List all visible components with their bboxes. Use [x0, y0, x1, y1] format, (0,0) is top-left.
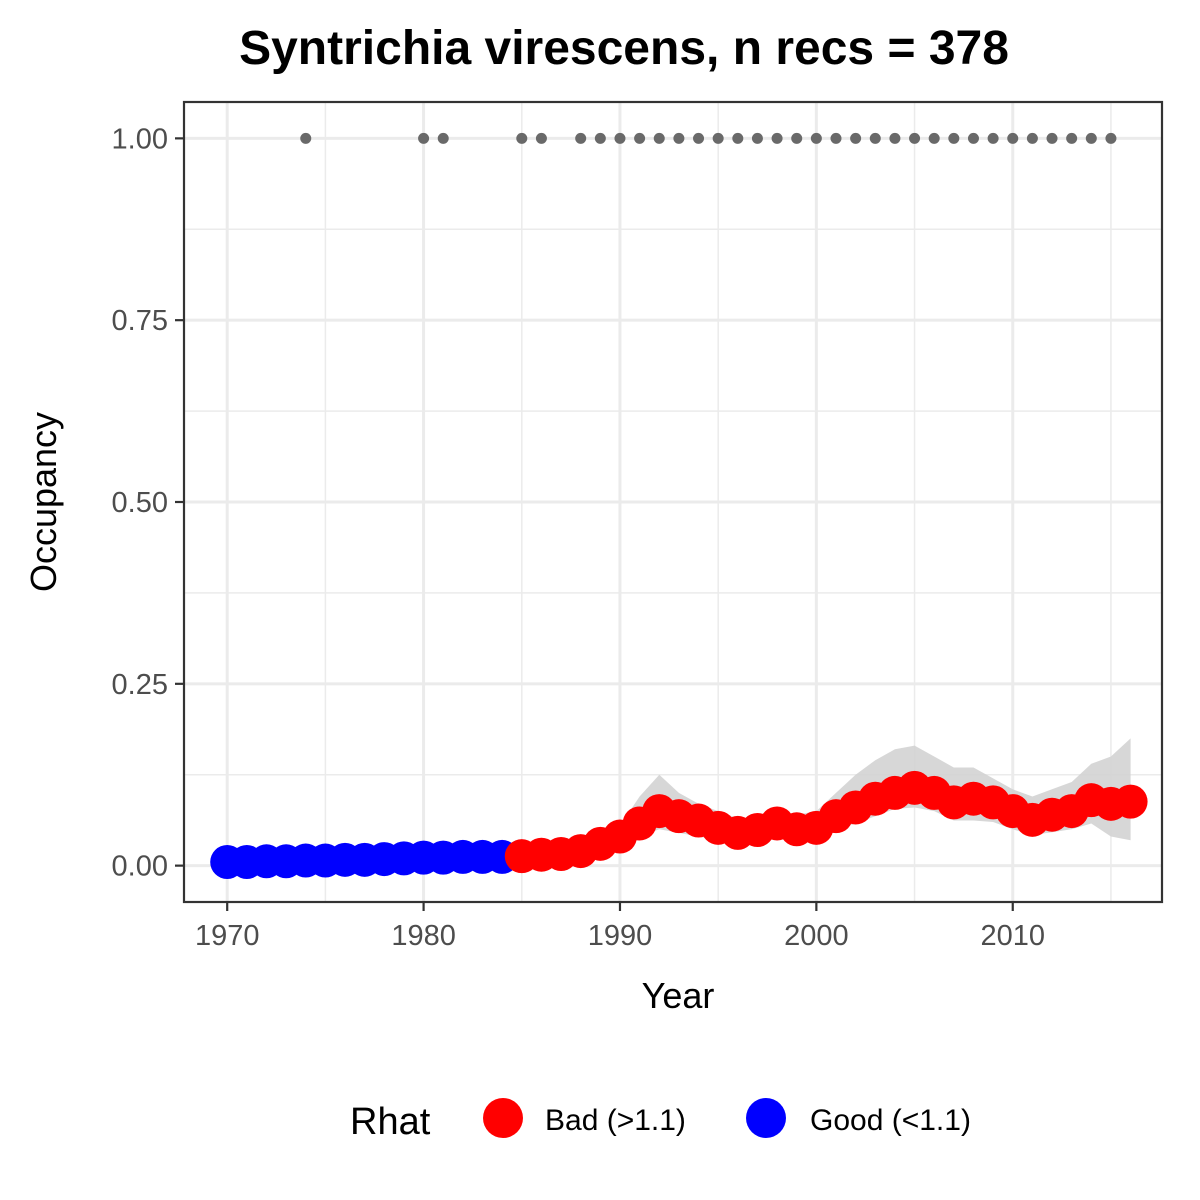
record-point	[830, 132, 842, 144]
y-tick-label: 0.25	[112, 669, 168, 701]
record-point	[437, 132, 449, 144]
record-point	[732, 132, 744, 144]
record-point	[634, 132, 646, 144]
record-point	[967, 132, 979, 144]
legend-title: Rhat	[350, 1101, 431, 1143]
record-point	[1085, 132, 1097, 144]
x-axis-label: Year	[642, 975, 715, 1016]
y-axis-label: Occupancy	[23, 412, 64, 592]
record-point	[575, 132, 587, 144]
record-point	[516, 132, 528, 144]
record-point	[535, 132, 547, 144]
legend-label-bad: Bad (>1.1)	[545, 1104, 686, 1137]
record-point	[693, 132, 705, 144]
legend-label-good: Good (<1.1)	[810, 1104, 971, 1137]
record-points	[300, 132, 1117, 144]
x-tick-label: 1990	[588, 920, 653, 952]
legend-swatch-good	[746, 1098, 786, 1138]
occupancy-point	[1113, 784, 1148, 819]
record-point	[1046, 132, 1058, 144]
record-point	[751, 132, 763, 144]
record-point	[1007, 132, 1019, 144]
x-tick-label: 1970	[195, 920, 260, 952]
record-point	[869, 132, 881, 144]
y-tick-label: 0.00	[112, 851, 168, 883]
record-point	[653, 132, 665, 144]
x-tick-label: 1980	[391, 920, 456, 952]
chart-title: Syntrichia virescens, n recs = 378	[239, 22, 1009, 75]
record-point	[1105, 132, 1117, 144]
x-tick-label: 2000	[784, 920, 849, 952]
record-point	[850, 132, 862, 144]
major-grid	[184, 102, 1162, 902]
legend-swatch-bad	[483, 1098, 523, 1138]
record-point	[909, 132, 921, 144]
y-tick-label: 0.50	[112, 487, 168, 519]
record-point	[791, 132, 803, 144]
record-point	[300, 132, 312, 144]
x-tick-label: 2010	[980, 920, 1045, 952]
y-tick-label: 0.75	[112, 305, 168, 337]
record-point	[771, 132, 783, 144]
record-point	[614, 132, 626, 144]
record-point	[987, 132, 999, 144]
record-point	[418, 132, 430, 144]
y-tick-label: 1.00	[112, 123, 168, 155]
record-point	[1026, 132, 1038, 144]
x-axis: 1970 1980 1990 2000 2010	[195, 902, 1045, 952]
record-point	[712, 132, 724, 144]
occupancy-points	[210, 770, 1148, 879]
record-point	[928, 132, 940, 144]
record-point	[948, 132, 960, 144]
record-point	[594, 132, 606, 144]
record-point	[1066, 132, 1078, 144]
y-axis: 0.00 0.25 0.50 0.75 1.00	[112, 123, 184, 883]
legend: Rhat Bad (>1.1) Good (<1.1)	[350, 1098, 971, 1143]
record-point	[889, 132, 901, 144]
record-point	[810, 132, 822, 144]
record-point	[673, 132, 685, 144]
